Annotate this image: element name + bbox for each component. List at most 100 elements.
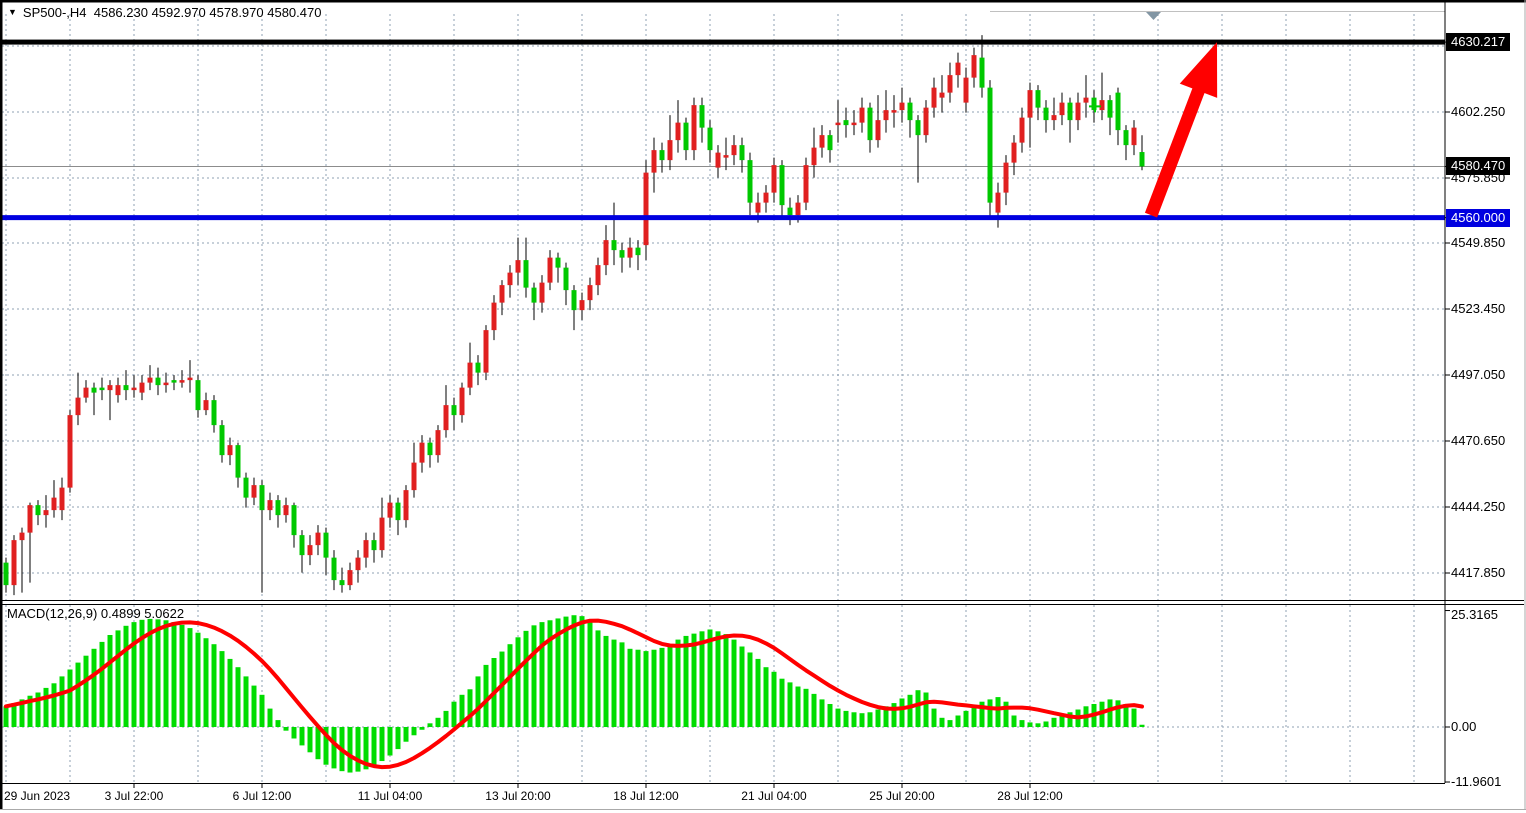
candle-body (619, 250, 625, 258)
macd-bar (163, 620, 169, 727)
chart-shift-triangle-icon[interactable] (1146, 12, 1161, 20)
candle-body (99, 387, 105, 391)
candle-body (555, 257, 561, 268)
candle-body (1003, 162, 1009, 193)
macd-bar (187, 628, 193, 727)
candle-body (403, 490, 409, 521)
candle-body (883, 110, 889, 121)
macd-bar (619, 642, 625, 727)
candle-body (139, 382, 145, 393)
candle-body (691, 105, 697, 151)
macd-bar (115, 630, 121, 727)
candle-body (123, 385, 129, 391)
macd-bar (835, 708, 841, 727)
candle-body (699, 105, 705, 128)
macd-bar (3, 706, 9, 727)
candle-body (411, 462, 417, 491)
candle-body (11, 540, 17, 586)
macd-bar (435, 717, 441, 727)
macd-bar (539, 622, 545, 727)
macd-bar (1027, 722, 1033, 727)
candle-body (907, 102, 913, 121)
macd-bar (699, 631, 705, 727)
candle-body (475, 362, 481, 373)
macd-bar (1043, 721, 1049, 727)
candle-body (923, 107, 929, 136)
trend-arrow[interactable] (1144, 42, 1218, 218)
macd-bar (883, 706, 889, 727)
candlesticks-layer[interactable] (3, 35, 1145, 596)
macd-bar (267, 708, 273, 727)
support-line[interactable] (2, 215, 1445, 221)
candle-body (755, 202, 761, 213)
macd-bar (411, 727, 417, 736)
window-border-top (0, 0, 1526, 3)
candle-body (51, 497, 57, 511)
candle-body (995, 192, 1001, 213)
candle-body (379, 517, 385, 551)
macd-bar (379, 727, 385, 762)
macd-bar (683, 635, 689, 727)
candle-body (571, 290, 577, 311)
candle-body (203, 400, 209, 411)
candle-body (451, 405, 457, 416)
macd-bar (307, 727, 313, 753)
macd-bar (931, 708, 937, 727)
macd-bar (19, 699, 25, 727)
candle-body (291, 505, 297, 536)
macd-bar (1067, 712, 1073, 727)
macd-bar (507, 644, 513, 727)
macd-bar (867, 712, 873, 727)
candle-body (763, 192, 769, 203)
candle-body (683, 122, 689, 151)
macd-bar (395, 727, 401, 750)
resistance-line[interactable] (2, 39, 1445, 45)
macd-bar (555, 618, 561, 727)
macd-bar (859, 713, 865, 727)
candle-body (387, 502, 393, 518)
candle-body (147, 377, 153, 383)
macd-bar (547, 620, 553, 727)
cross-marker-icon[interactable] (1089, 100, 1101, 113)
macd-bar (947, 720, 953, 727)
macd-bar (243, 676, 249, 727)
candle-body (787, 207, 793, 216)
macd-bar (907, 694, 913, 727)
macd-bar (299, 727, 305, 746)
macd-bar (107, 635, 113, 727)
candle-body (1139, 152, 1145, 167)
macd-bar (715, 631, 721, 727)
macd-bar (611, 639, 617, 727)
macd-bar (875, 709, 881, 727)
macd-bar (963, 710, 969, 727)
candle-body (443, 405, 449, 431)
candle-body (635, 247, 641, 256)
candle-body (339, 580, 345, 586)
candle-body (259, 485, 265, 511)
macd-bar (387, 727, 393, 756)
macd-bar (1035, 723, 1041, 727)
candle-body (83, 387, 89, 398)
candle-body (603, 240, 609, 266)
candle-body (435, 430, 441, 456)
macd-bar (523, 630, 529, 727)
candle-body (1027, 90, 1033, 118)
candle-body (715, 152, 721, 168)
candle-body (331, 557, 337, 581)
candle-body (915, 120, 921, 136)
candle-body (419, 442, 425, 463)
candle-body (243, 477, 249, 498)
macd-bar (755, 658, 761, 727)
candle-body (155, 377, 161, 386)
symbol-ohlc-text: SP500-,H4 4586.230 4592.970 4578.970 458… (22, 4, 322, 20)
candle-body (267, 500, 273, 511)
candle-body (107, 385, 113, 391)
candle-body (235, 445, 241, 478)
candle-body (347, 570, 353, 586)
macd-bar (675, 639, 681, 727)
macd-bar (203, 638, 209, 727)
candle-body (179, 380, 185, 383)
macd-bar (627, 648, 633, 727)
